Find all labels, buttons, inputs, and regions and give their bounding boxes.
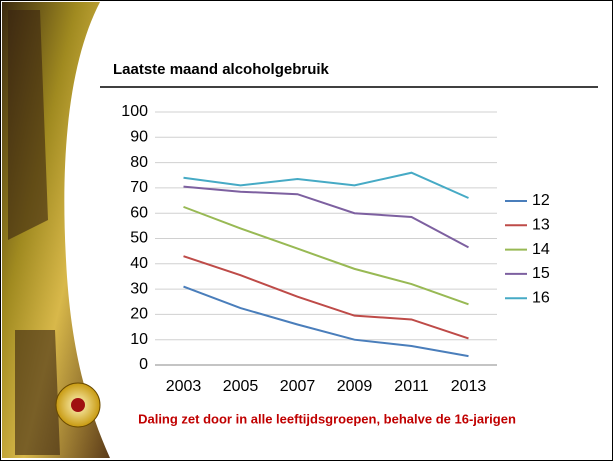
logo-center: [71, 398, 85, 412]
series-line: [183, 285, 469, 358]
series-line: [183, 171, 469, 199]
y-tick-label: 30: [130, 280, 148, 297]
series-line: [183, 185, 469, 249]
y-tick-label: 20: [130, 306, 148, 323]
y-tick-label: 10: [130, 331, 148, 348]
y-tick-label: 100: [121, 103, 148, 120]
y-tick-label: 0: [139, 356, 148, 373]
x-tick-label: 2003: [166, 378, 202, 395]
y-tick-label: 90: [130, 129, 148, 146]
x-tick-label: 2011: [394, 378, 429, 395]
series-line: [183, 255, 469, 340]
legend-label: 15: [532, 265, 550, 282]
x-tick-label: 2005: [223, 378, 259, 395]
legend-label: 16: [532, 289, 550, 306]
y-tick-label: 70: [130, 179, 148, 196]
slide-title: Laatste maand alcoholgebruik: [113, 61, 330, 78]
y-tick-label: 60: [130, 204, 148, 221]
legend-label: 13: [532, 217, 550, 234]
y-tick-label: 40: [130, 255, 148, 272]
series-line: [183, 205, 469, 306]
y-tick-label: 50: [130, 230, 148, 247]
x-tick-label: 2007: [280, 378, 316, 395]
legend-label: 14: [532, 241, 550, 258]
footnote: Daling zet door in alle leeftijdsgroepen…: [138, 411, 516, 426]
y-tick-label: 80: [130, 154, 148, 171]
building-silhouette: [8, 10, 60, 455]
x-tick-label: 2013: [451, 378, 487, 395]
legend-label: 12: [532, 192, 550, 209]
x-tick-label: 2009: [337, 378, 373, 395]
